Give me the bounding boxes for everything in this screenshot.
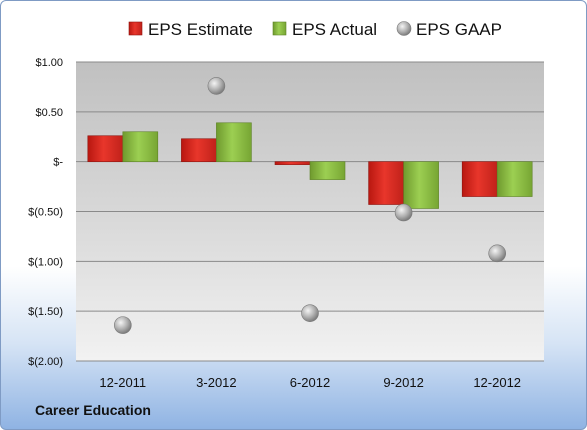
eps-actual-bar — [309, 161, 346, 180]
eps-gaap-point — [394, 203, 413, 222]
x-tick-label: 3-2012 — [196, 375, 236, 390]
legend-swatch-estimate — [128, 21, 143, 36]
eps-actual-bar — [403, 161, 439, 209]
eps-gaap-point — [301, 304, 319, 322]
legend-label: EPS Actual — [292, 20, 377, 39]
legend-swatch-gaap — [396, 21, 412, 36]
eps-estimate-bar — [181, 138, 217, 162]
legend-label: EPS GAAP — [416, 20, 502, 39]
y-tick-label: $(0.50) — [28, 207, 63, 219]
y-tick-label: $(1.00) — [28, 256, 63, 268]
x-tick-label: 12-2012 — [473, 375, 521, 390]
eps-gaap-point — [488, 244, 507, 263]
y-tick-label: $0.50 — [35, 107, 63, 119]
eps-gaap-point — [207, 77, 226, 95]
y-tick-label: $(2.00) — [28, 356, 63, 368]
eps-actual-bar — [496, 161, 533, 197]
x-tick-label: 12-2011 — [99, 375, 146, 390]
eps-estimate-bar — [87, 135, 124, 162]
eps-estimate-bar — [368, 161, 404, 205]
legend-label: EPS Estimate — [148, 20, 253, 39]
eps-estimate-bar — [274, 161, 311, 165]
x-tick-label: 9-2012 — [383, 375, 423, 390]
y-tick-label: $1.00 — [35, 57, 63, 69]
eps-actual-bar — [122, 131, 159, 162]
eps-estimate-bar — [461, 161, 498, 197]
legend-swatch-actual — [272, 21, 287, 36]
eps-gaap-point — [114, 316, 132, 334]
y-tick-label: $- — [53, 157, 63, 169]
x-tick-label: 6-2012 — [290, 375, 330, 390]
company-name: Career Education — [35, 402, 151, 418]
eps-actual-bar — [216, 122, 252, 162]
y-tick-label: $(1.50) — [28, 306, 63, 318]
